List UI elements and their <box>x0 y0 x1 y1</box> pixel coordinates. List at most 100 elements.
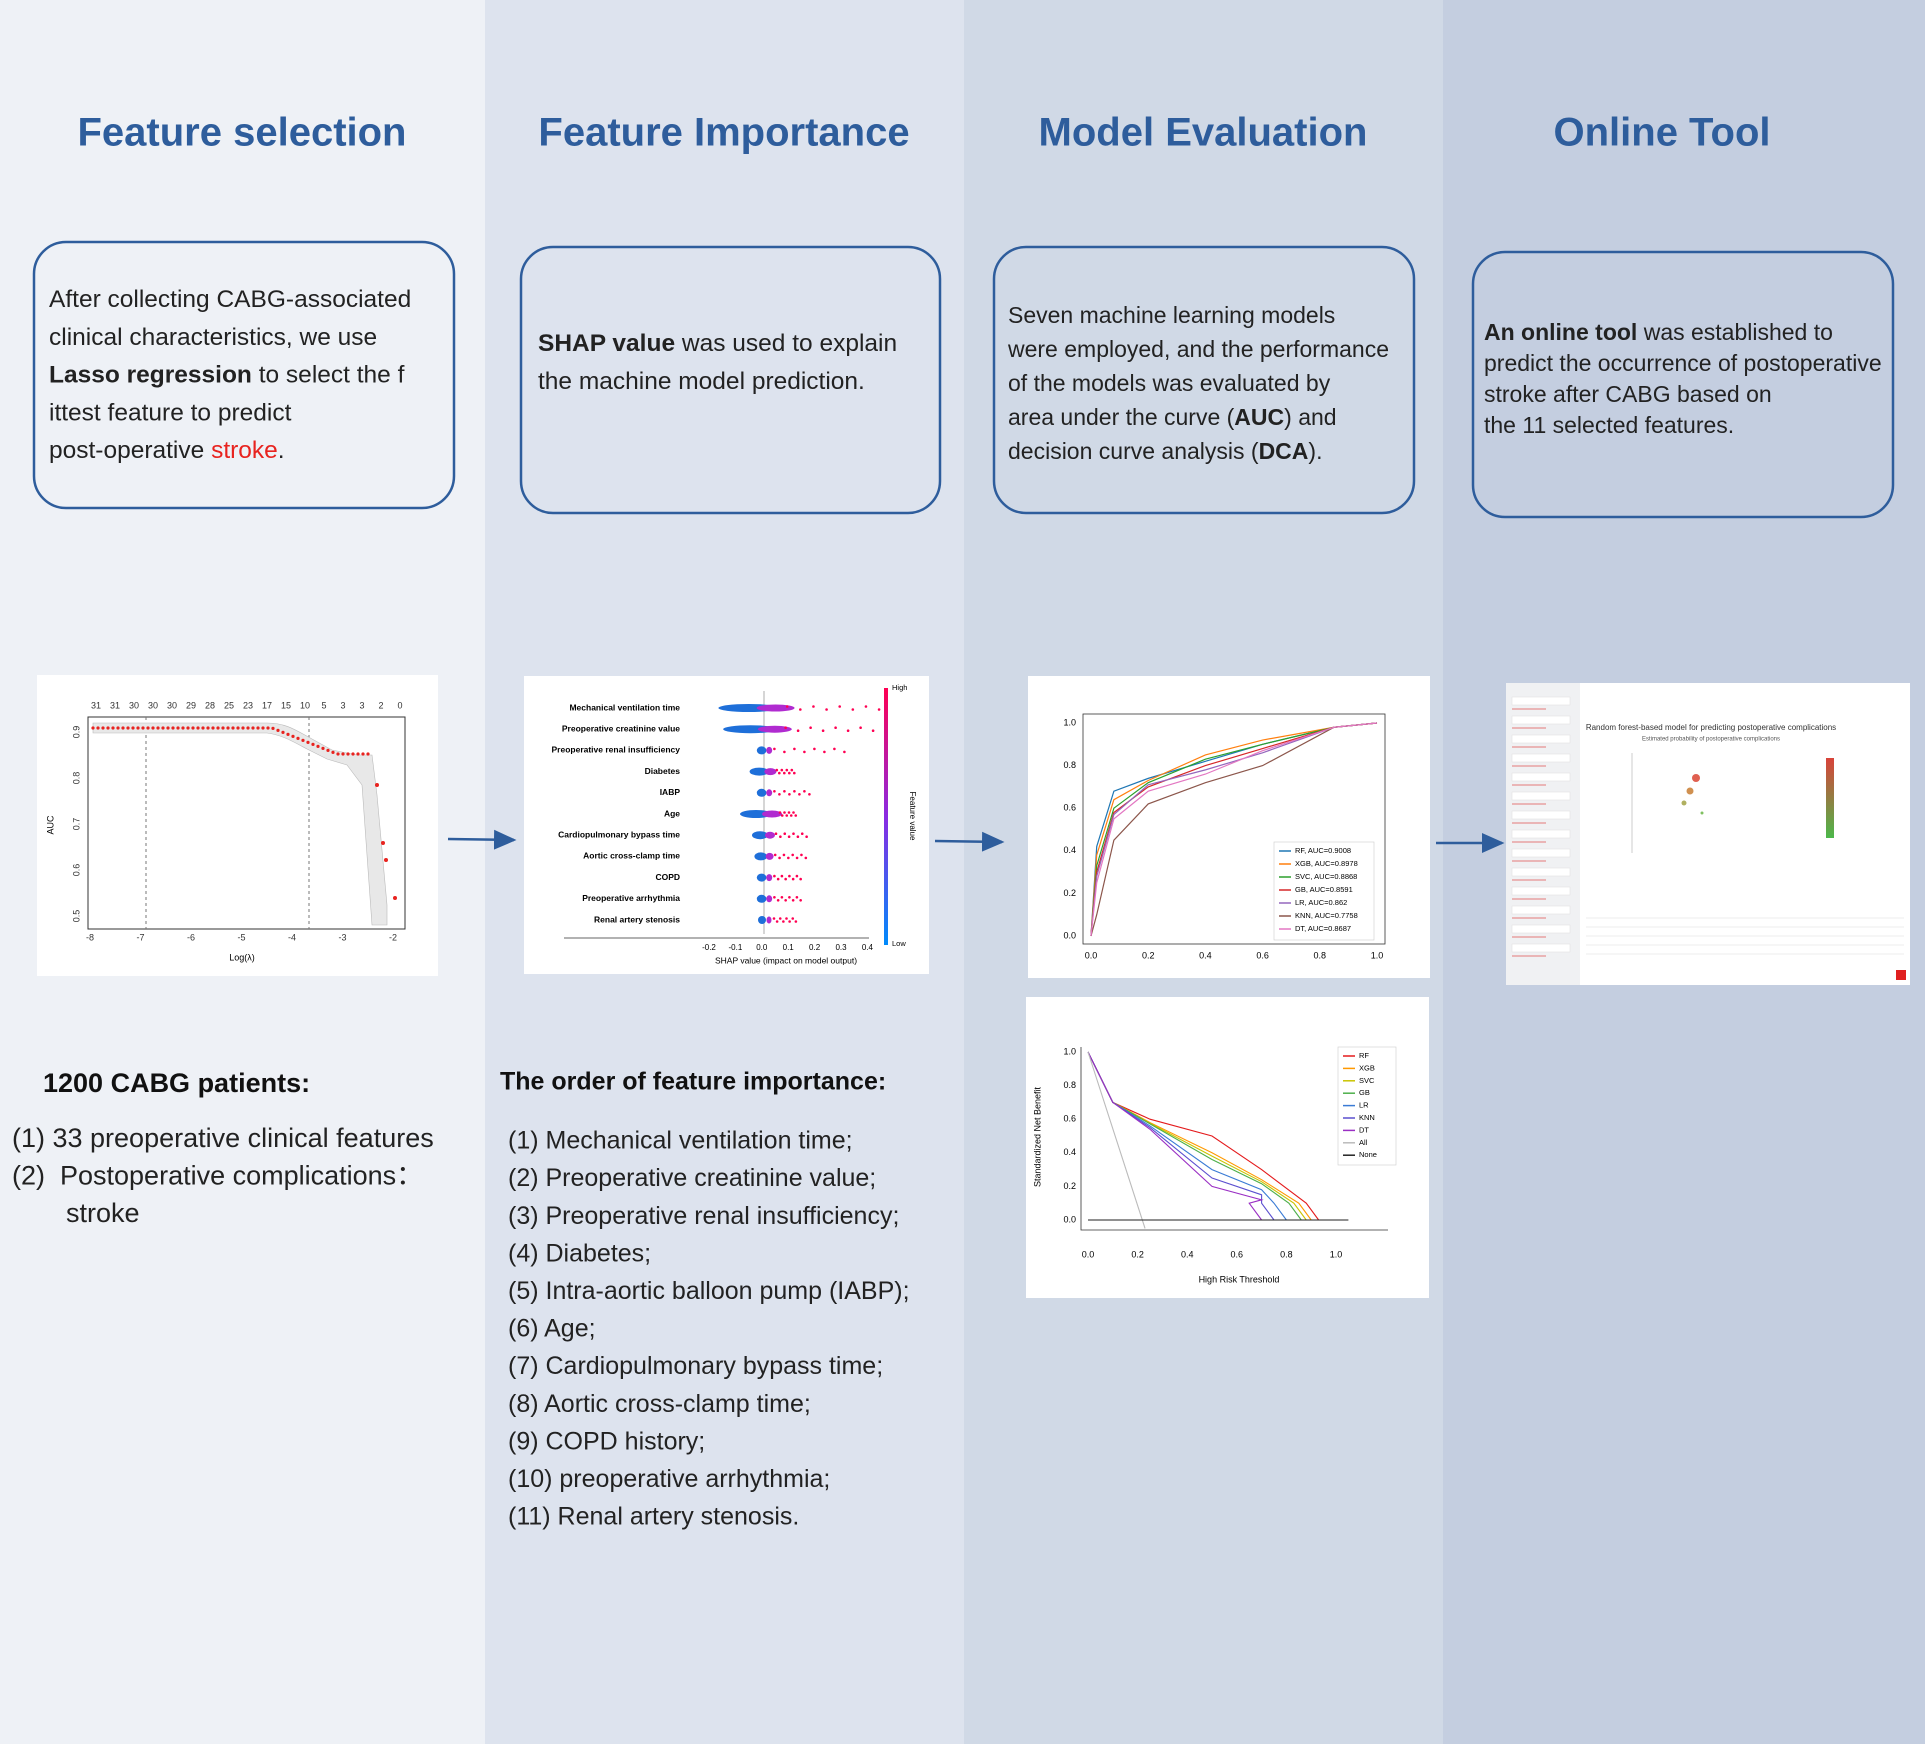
shap-blob <box>752 831 768 840</box>
shap-dot <box>795 874 799 878</box>
shap-dot <box>788 920 791 923</box>
box-text-line: An online tool was established to <box>1484 319 1833 345</box>
lasso-point <box>311 742 315 746</box>
box-text-line: area under the curve (AUC) and <box>1008 404 1337 430</box>
lasso-point <box>166 726 170 730</box>
shap-blob <box>762 810 782 818</box>
text-boxes <box>32 240 1895 519</box>
lasso-point <box>146 726 150 730</box>
summary-line: (3) Preoperative renal insufficiency; <box>508 1202 899 1230</box>
shap-dot <box>796 835 800 838</box>
x-tick-label: 0.4 <box>1199 950 1212 960</box>
column-title: Feature Importance <box>538 111 909 155</box>
shap-dot <box>804 856 808 860</box>
shap-dot <box>803 790 806 793</box>
lasso-point <box>231 726 235 730</box>
top-label: 2 <box>378 700 383 710</box>
box-text-line: ittest feature to predict <box>49 400 292 427</box>
box-text: After collecting CABG-associated <box>49 286 411 313</box>
box-text: to select the f <box>252 362 405 389</box>
shap-dot <box>788 874 791 878</box>
x-tick-label: 0.2 <box>809 943 821 952</box>
lasso-point <box>171 726 175 730</box>
shap-blob <box>756 788 767 797</box>
x-tick-label: 0.2 <box>1131 1249 1144 1259</box>
shap-blob <box>766 916 772 924</box>
shap-dot <box>795 856 799 860</box>
y-tick-label: 0.6 <box>1063 1114 1076 1124</box>
shap-dot <box>793 771 796 775</box>
summary-line: (6) Age; <box>508 1315 596 1343</box>
feature-label: Age <box>664 808 680 818</box>
shap-dot <box>794 920 798 923</box>
lasso-point <box>196 726 200 730</box>
top-label: 30 <box>167 700 177 710</box>
shap-dot <box>809 726 812 729</box>
text-box <box>992 245 1416 515</box>
shap-dot <box>834 726 837 729</box>
input-field <box>1511 715 1571 725</box>
shap-dot <box>871 729 875 732</box>
x-tick-label: 0.2 <box>1142 950 1155 960</box>
shap-dot <box>780 874 784 878</box>
shap-blob <box>756 746 767 755</box>
shap-dot <box>778 917 782 920</box>
top-label: 30 <box>129 700 139 710</box>
legend-label: LR <box>1359 1101 1369 1110</box>
shap-dot <box>778 811 782 814</box>
lasso-point <box>336 752 340 756</box>
y-tick-label: 0.4 <box>1063 1147 1076 1157</box>
box-text: was used to explain <box>675 330 897 357</box>
box-text: area under the curve ( <box>1008 404 1235 430</box>
top-label: 10 <box>300 700 310 710</box>
shap-blob <box>766 746 773 754</box>
panel-bg <box>524 676 929 974</box>
scatter-dot <box>1700 811 1704 815</box>
input-field <box>1511 772 1571 782</box>
scatter-dot <box>1692 774 1700 782</box>
lasso-point <box>384 858 388 862</box>
top-label: 23 <box>243 700 253 710</box>
figure-panel: Random forest-based model for predicting… <box>1506 683 1910 985</box>
box-text: post-operative <box>49 438 211 465</box>
text-box <box>519 245 942 515</box>
text-box <box>1471 250 1895 519</box>
feature-label: Preoperative arrhythmia <box>582 893 680 903</box>
feature-label: Preoperative renal insufficiency <box>552 745 681 755</box>
shap-dot <box>773 853 777 857</box>
feature-label: IABP <box>660 787 681 797</box>
x-tick-label: -0.1 <box>729 943 743 952</box>
shap-dot <box>773 896 776 899</box>
plot-frame <box>1082 713 1386 945</box>
box-text-line: After collecting CABG-associated <box>49 286 411 313</box>
feature-label: COPD <box>655 872 680 882</box>
shap-dot <box>775 920 779 923</box>
shap-dot <box>778 856 781 860</box>
shap-blob <box>766 789 773 797</box>
feature-label: Diabetes <box>645 766 681 776</box>
top-label: 31 <box>91 700 101 710</box>
box-text-line: Seven machine learning models <box>1008 302 1335 328</box>
plot-frame <box>87 716 406 930</box>
y-tick-label: 0.0 <box>1063 1214 1076 1224</box>
box-text: of the models was evaluated by <box>1008 370 1331 396</box>
shap-blob <box>757 725 792 733</box>
box-text: the 11 selected features. <box>1484 412 1734 438</box>
shap-dot <box>784 877 787 881</box>
arrow <box>447 829 517 850</box>
summary-line: (7) Cardiopulmonary bypass time; <box>508 1352 883 1380</box>
arrows <box>447 829 1505 853</box>
feature-label: Preoperative creatinine value <box>562 723 680 733</box>
top-label: 30 <box>148 700 158 710</box>
shap-dot <box>774 832 778 835</box>
shap-dot <box>851 708 855 711</box>
box-text-line: the 11 selected features. <box>1484 412 1734 438</box>
figure-panel: 31 31 30 30 30 29 28 25 23 17 15 10 5 3 3 2 0 0.9 0.8 0.7 0.… <box>37 675 438 976</box>
lasso-point <box>316 744 320 748</box>
roc-curve <box>1090 722 1378 937</box>
shap-dot <box>778 793 781 796</box>
colorbar-label: Feature value <box>908 792 917 841</box>
box-text: stroke <box>211 438 278 465</box>
colorbar-low: Low <box>892 939 906 948</box>
y-tick-label: 0.6 <box>1063 803 1076 813</box>
